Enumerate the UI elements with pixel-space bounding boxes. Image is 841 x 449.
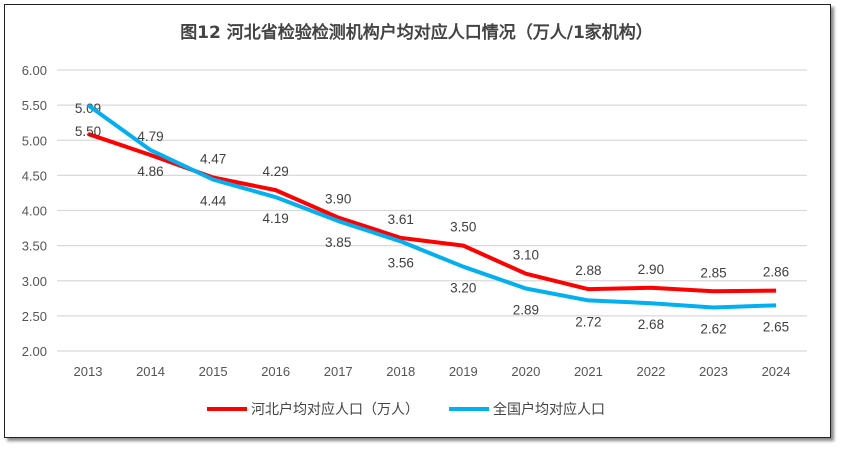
x-tick-label: 2013 [74, 364, 103, 379]
data-label: 5.50 [75, 124, 101, 139]
data-label: 2.62 [700, 321, 726, 336]
data-label: 2.65 [763, 319, 789, 334]
data-label: 4.79 [137, 129, 163, 144]
data-label: 4.44 [200, 194, 227, 209]
data-label: 3.85 [325, 235, 351, 250]
y-tick-label: 4.00 [22, 204, 47, 219]
series-line-1 [86, 103, 777, 310]
x-tick-label: 2014 [136, 364, 165, 379]
data-label: 3.50 [450, 220, 476, 235]
x-tick-label: 2023 [699, 364, 728, 379]
y-tick-label: 3.00 [22, 274, 47, 289]
data-label: 2.90 [638, 262, 664, 277]
data-label: 2.88 [575, 263, 601, 278]
x-tick-label: 2022 [636, 364, 665, 379]
y-tick-label: 3.50 [22, 239, 47, 254]
y-tick-label: 6.00 [22, 63, 47, 78]
data-label: 3.10 [513, 248, 539, 263]
data-label: 3.90 [325, 192, 351, 207]
data-label: 2.85 [700, 265, 726, 280]
chart-title: 图12 河北省检验检测机构户均对应人口情况（万人/1家机构） [180, 23, 653, 43]
x-tick-label: 2020 [511, 364, 540, 379]
data-label: 2.89 [513, 302, 539, 317]
series-line-0 [87, 132, 777, 294]
y-tick-label: 2.00 [22, 344, 47, 359]
data-label: 2.68 [638, 317, 664, 332]
legend-label: 河北户均对应人口（万人） [251, 401, 419, 418]
data-label: 5.09 [75, 101, 101, 116]
y-tick-label: 5.00 [22, 133, 47, 148]
x-tick-label: 2021 [574, 364, 603, 379]
y-tick-label: 5.50 [22, 98, 47, 113]
legend-label: 全国户均对应人口 [493, 401, 605, 418]
x-tick-label: 2024 [762, 364, 791, 379]
data-label: 4.47 [200, 151, 226, 166]
data-label: 4.86 [137, 164, 163, 179]
data-label: 4.29 [263, 164, 289, 179]
x-tick-label: 2018 [386, 364, 415, 379]
data-label: 2.86 [763, 265, 789, 280]
x-tick-label: 2019 [449, 364, 478, 379]
data-label: 4.19 [263, 211, 289, 226]
x-tick-label: 2015 [199, 364, 228, 379]
data-label: 2.72 [575, 314, 601, 329]
data-label: 3.56 [388, 255, 414, 270]
y-tick-label: 2.50 [22, 309, 47, 324]
x-tick-label: 2016 [261, 364, 290, 379]
chart-frame [4, 4, 831, 438]
data-label: 3.61 [388, 212, 414, 227]
y-tick-label: 4.50 [22, 168, 47, 183]
x-tick-label: 2017 [324, 364, 353, 379]
data-label: 3.20 [450, 281, 476, 296]
